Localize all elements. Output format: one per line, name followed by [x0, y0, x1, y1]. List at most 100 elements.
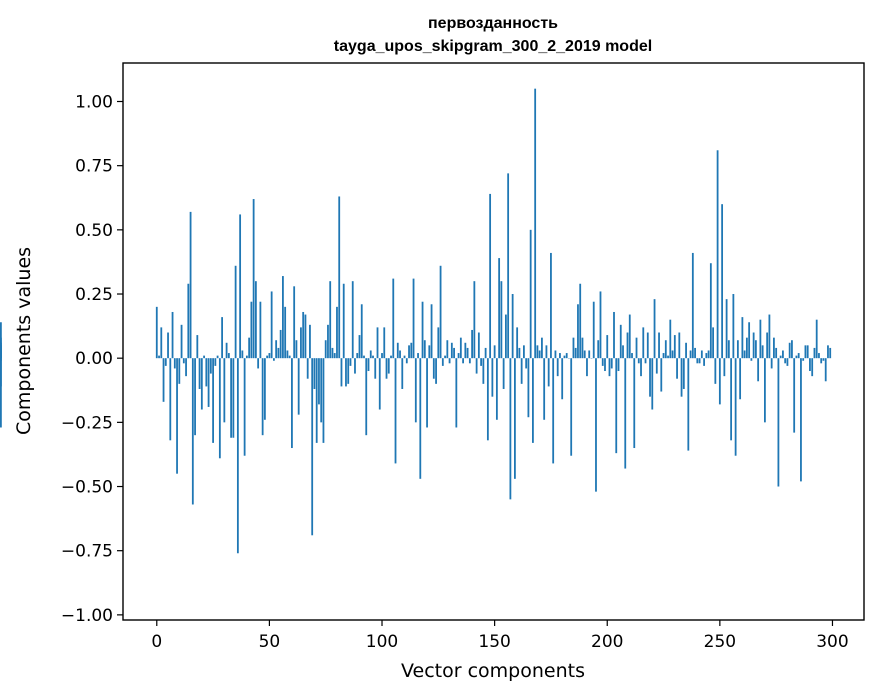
chart-title: первозданность — [428, 15, 558, 32]
bar-component-27 — [216, 355, 219, 359]
bar-component-38 — [241, 350, 244, 359]
bar-component-73 — [320, 358, 323, 423]
bar-component-40 — [245, 355, 248, 359]
bar-component-4 — [164, 358, 167, 366]
bar-component-257 — [734, 358, 737, 456]
bar-component-59 — [288, 355, 291, 359]
bar-component-280 — [786, 358, 789, 366]
bar-component-220 — [651, 358, 654, 410]
bar-component-128 — [444, 355, 446, 359]
bar-component-31 — [225, 342, 228, 359]
bar-component-9 — [176, 358, 178, 474]
bar-component-188 — [579, 283, 582, 359]
bar-component-39 — [243, 358, 246, 456]
bar-component-146 — [484, 347, 487, 359]
bar-component-61 — [293, 286, 296, 359]
bar-component-196 — [597, 340, 600, 359]
bar-component-110 — [403, 355, 406, 359]
bar-component-250 — [718, 358, 721, 405]
bar-component-189 — [581, 337, 584, 359]
bar-component-239 — [694, 347, 696, 359]
bar-component-141 — [473, 281, 476, 359]
bar-component-232 — [678, 332, 681, 359]
bar-component-undefined — [0, 322, 2, 359]
bar-component-52 — [273, 358, 275, 361]
bar-component-209 — [626, 332, 629, 359]
bar-component-57 — [284, 306, 287, 359]
bar-component-162 — [520, 358, 523, 384]
bar-component-281 — [788, 342, 791, 359]
bar-component-79 — [333, 353, 336, 359]
bar-component-71 — [315, 358, 318, 443]
bar-component-0 — [155, 306, 158, 359]
bar-component-207 — [622, 345, 624, 359]
bar-component-117 — [419, 358, 422, 479]
bar-component-267 — [757, 358, 760, 382]
bar-component-74 — [322, 358, 325, 443]
bar-component-42 — [250, 301, 253, 359]
bar-component-123 — [432, 358, 435, 379]
bar-component-177 — [554, 350, 557, 359]
bar-component-115 — [414, 358, 417, 423]
bar-component-30 — [223, 358, 226, 423]
bar-component-80 — [336, 306, 338, 359]
bar-component-86 — [349, 358, 352, 366]
bar-component-288 — [804, 345, 807, 359]
bar-component-266 — [754, 340, 757, 359]
chart-subtitle: tayga_upos_skipgram_300_2_2019 model — [334, 38, 652, 55]
bar-component-158 — [511, 294, 514, 359]
x-tick-label: 0 — [151, 632, 162, 652]
y-tick-label: 0.25 — [75, 285, 113, 305]
bar-component-246 — [709, 263, 712, 359]
bar-component-87 — [351, 281, 354, 359]
bar-component-122 — [430, 304, 433, 359]
bar-component-16 — [191, 358, 194, 505]
bar-component-114 — [412, 278, 415, 359]
bar-component-248 — [714, 358, 717, 384]
bar-component-5 — [167, 332, 169, 359]
bar-component-75 — [324, 340, 327, 359]
y-axis-label: Components values — [13, 247, 35, 435]
bar-component-116 — [417, 353, 419, 359]
y-tick-label: −0.50 — [61, 478, 113, 498]
bar-component-243 — [703, 358, 705, 366]
bar-component-172 — [543, 358, 546, 420]
bar-component-62 — [295, 340, 298, 359]
bar-component-221 — [653, 299, 656, 359]
bar-component-69 — [311, 358, 314, 536]
bar-component-77 — [329, 281, 332, 359]
bar-component-81 — [338, 196, 341, 359]
bar-component-14 — [187, 283, 190, 359]
y-axis: −1.00 −0.75 −0.50 −0.25 0.00 0.25 0.50 0.75 1.00 — [61, 93, 123, 626]
bar-component-203 — [613, 311, 615, 359]
bar-component-64 — [300, 327, 302, 359]
bar-component-195 — [595, 358, 597, 492]
bar-component-109 — [401, 358, 404, 389]
bar-component-269 — [761, 345, 764, 359]
bar-component-76 — [327, 324, 329, 359]
bar-component-292 — [813, 347, 816, 359]
bar-component-150 — [493, 345, 496, 359]
bar-component-7 — [171, 311, 174, 359]
bar-component-55 — [279, 329, 282, 359]
bar-component-134 — [457, 353, 460, 359]
bar-component-178 — [556, 358, 559, 377]
x-tick-label: 50 — [259, 632, 281, 652]
y-tick-label: −0.25 — [61, 413, 113, 433]
bar-component-2 — [160, 327, 163, 359]
bar-component-83 — [342, 283, 345, 359]
bar-component-276 — [777, 358, 780, 487]
bar-component-97 — [374, 358, 377, 379]
bar-component-233 — [680, 358, 683, 397]
bar-component-119 — [423, 340, 426, 359]
bar-component-124 — [435, 358, 437, 384]
bar-component-238 — [691, 252, 694, 359]
bar-component-138 — [466, 347, 469, 359]
bar-component-140 — [471, 329, 473, 359]
bar-component-19 — [198, 358, 201, 389]
bar-component-131 — [450, 342, 453, 359]
bar-component-98 — [376, 327, 379, 359]
bar-component-293 — [815, 319, 818, 359]
bar-component-283 — [793, 358, 796, 433]
bar-component-50 — [268, 353, 271, 359]
